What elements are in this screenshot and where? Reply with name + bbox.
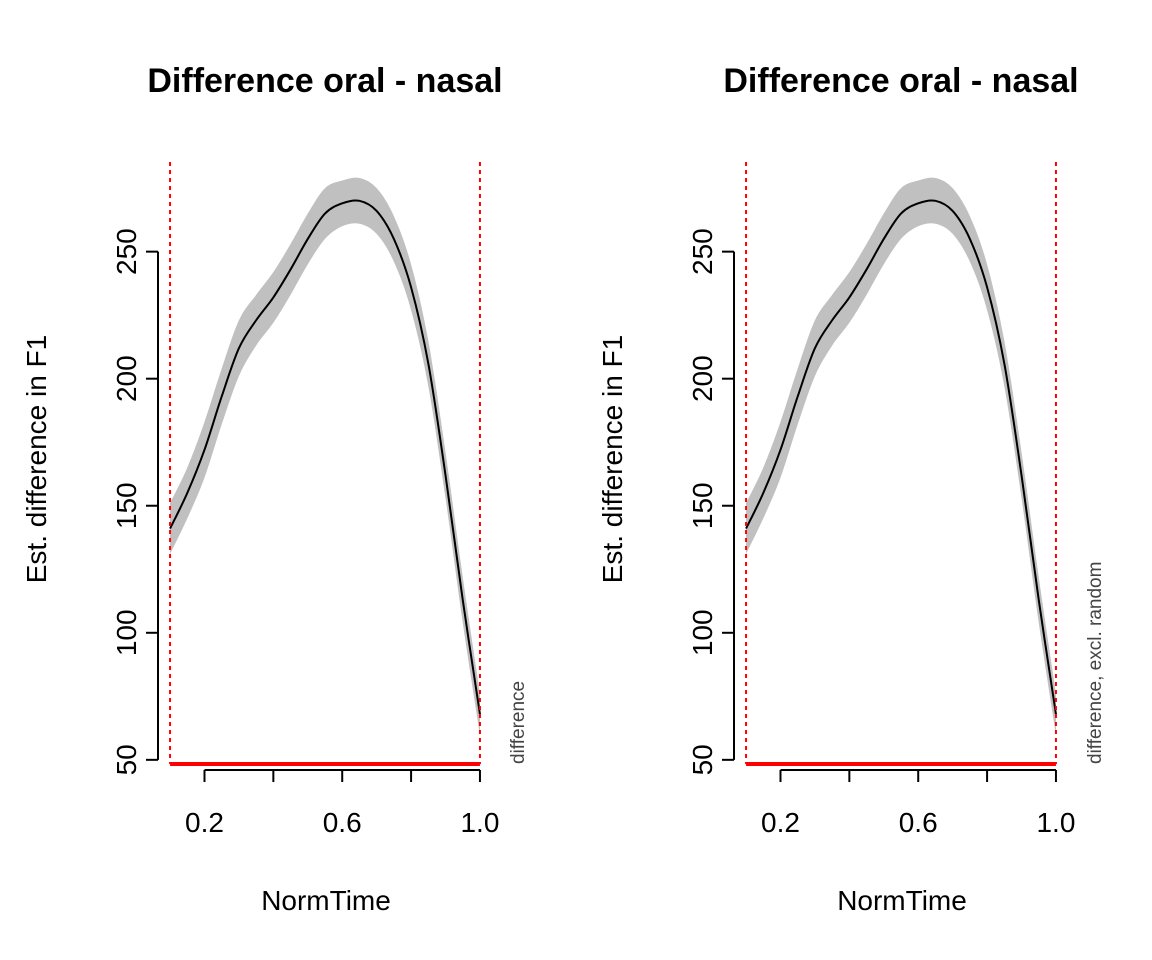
y-tick-label: 50	[687, 744, 718, 775]
y-tick-label: 100	[687, 609, 718, 656]
x-axis-title: NormTime	[837, 885, 967, 916]
y-tick-label: 150	[687, 482, 718, 529]
y-tick-label: 100	[111, 609, 142, 656]
side-label: difference	[508, 681, 529, 764]
x-axis-title: NormTime	[261, 885, 391, 916]
chart-title: Difference oral - nasal	[723, 62, 1078, 100]
x-tick-label: 0.2	[185, 807, 224, 838]
confidence-band	[170, 177, 480, 735]
y-tick-label: 200	[687, 355, 718, 402]
chart-title: Difference oral - nasal	[147, 62, 502, 100]
difference-curve	[745, 199, 1057, 715]
y-axis-title: Est. difference in F1	[21, 335, 52, 584]
x-tick-label: 0.2	[761, 807, 800, 838]
panel-right: Difference oral - nasal difference, excl…	[597, 62, 1106, 916]
y-tick-label: 200	[111, 355, 142, 402]
confidence-band	[746, 177, 1056, 735]
x-tick-label: 1.0	[1036, 807, 1075, 838]
difference-curve	[169, 199, 481, 715]
y-tick-label: 50	[111, 744, 142, 775]
y-tick-label: 250	[111, 228, 142, 275]
x-tick-label: 0.6	[323, 807, 362, 838]
y-tick-label: 150	[111, 482, 142, 529]
x-tick-label: 1.0	[460, 807, 499, 838]
side-label: difference, excl. random	[1085, 562, 1106, 764]
x-tick-label: 0.6	[899, 807, 938, 838]
panel-left: Difference oral - nasal difference NormT…	[21, 62, 529, 916]
y-tick-label: 250	[687, 228, 718, 275]
y-axis-title: Est. difference in F1	[597, 335, 628, 584]
